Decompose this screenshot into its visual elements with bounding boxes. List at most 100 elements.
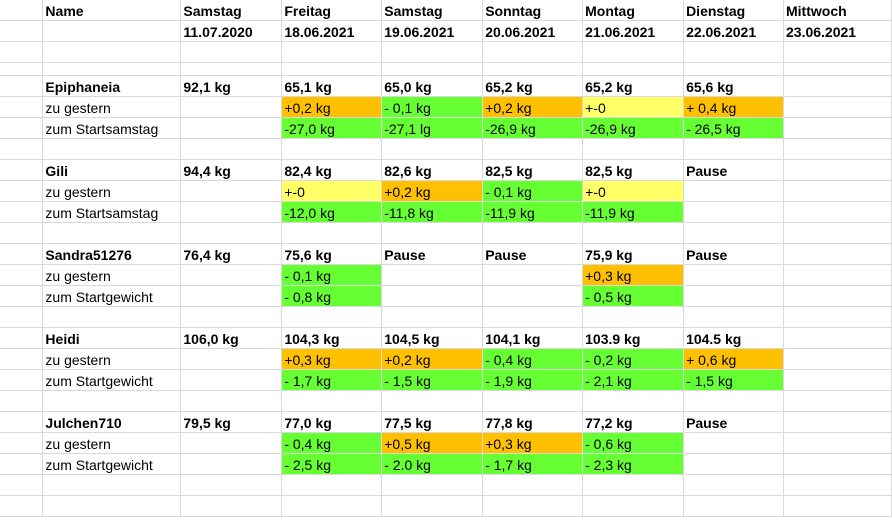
empty-cell[interactable] [180,138,283,160]
empty-cell[interactable] [0,453,44,475]
weight-cell[interactable] [783,411,892,433]
delta-cell[interactable] [783,432,892,454]
header-name[interactable]: Name [42,0,182,21]
delta-label[interactable]: zu gestern [42,432,182,454]
delta-cell[interactable]: +0,3 kg [582,264,685,286]
delta-label[interactable]: zum Startsamstag [42,117,182,139]
delta-cell[interactable]: - 0,1 kg [482,180,584,202]
delta-cell[interactable]: -11,8 kg [381,201,484,223]
empty-cell[interactable] [482,222,584,244]
delta-cell[interactable] [180,453,283,475]
header-day[interactable]: Mittwoch [783,0,892,21]
delta-cell[interactable]: +0,2 kg [381,348,484,370]
empty-cell[interactable] [180,222,283,244]
header-date[interactable]: 21.06.2021 [582,20,685,42]
delta-cell[interactable] [783,96,892,118]
empty-cell[interactable] [0,20,44,42]
delta-cell[interactable]: + 0,6 kg [683,348,784,370]
person-name[interactable]: Sandra51276 [42,243,182,265]
delta-cell[interactable]: +0,2 kg [281,96,383,118]
delta-cell[interactable] [683,285,784,307]
weight-cell[interactable] [783,75,892,97]
weight-cell[interactable] [783,243,892,265]
weight-cell[interactable]: 104,5 kg [381,327,484,349]
delta-cell[interactable]: -26,9 kg [482,117,584,139]
empty-cell[interactable] [482,495,584,517]
empty-cell[interactable] [381,306,484,328]
empty-cell[interactable] [683,222,784,244]
weight-cell[interactable]: 65,1 kg [281,75,383,97]
delta-cell[interactable] [783,180,892,202]
empty-cell[interactable] [0,41,44,63]
empty-cell[interactable] [582,138,685,160]
delta-cell[interactable]: - 1,7 kg [281,369,383,391]
delta-cell[interactable]: +0,3 kg [482,432,584,454]
empty-cell[interactable] [582,390,685,412]
delta-cell[interactable]: - 0,5 kg [582,285,685,307]
empty-cell[interactable] [683,138,784,160]
delta-cell[interactable]: - 2.0 kg [381,453,484,475]
delta-cell[interactable] [180,264,283,286]
header-day[interactable]: Sonntag [482,0,584,21]
weight-cell[interactable] [783,327,892,349]
empty-cell[interactable] [482,306,584,328]
empty-cell[interactable] [0,411,44,433]
weight-cell[interactable]: 77,2 kg [582,411,685,433]
empty-cell[interactable] [0,0,44,21]
delta-cell[interactable]: - 0,8 kg [281,285,383,307]
weight-cell[interactable]: 82,6 kg [381,159,484,181]
delta-cell[interactable] [783,453,892,475]
weight-cell[interactable]: 77,0 kg [281,411,383,433]
delta-label[interactable]: zum Startgewicht [42,369,182,391]
weight-cell[interactable]: Pause [683,243,784,265]
weight-cell[interactable]: Pause [683,411,784,433]
empty-cell[interactable] [582,222,685,244]
weight-cell[interactable]: 82,5 kg [582,159,685,181]
empty-cell[interactable] [180,41,283,63]
header-day[interactable]: Freitag [281,0,383,21]
empty-cell[interactable] [783,390,892,412]
empty-cell[interactable] [42,306,182,328]
delta-cell[interactable] [783,369,892,391]
empty-cell[interactable] [482,62,584,76]
weight-cell[interactable]: Pause [482,243,584,265]
delta-cell[interactable]: - 1,9 kg [482,369,584,391]
empty-cell[interactable] [783,306,892,328]
delta-cell[interactable]: - 0,4 kg [482,348,584,370]
delta-cell[interactable] [381,264,484,286]
empty-cell[interactable] [683,306,784,328]
empty-cell[interactable] [582,474,685,496]
header-date[interactable]: 23.06.2021 [783,20,892,42]
delta-label[interactable]: zu gestern [42,180,182,202]
header-day[interactable]: Samstag [381,0,484,21]
empty-cell[interactable] [180,474,283,496]
empty-cell[interactable] [381,62,484,76]
empty-cell[interactable] [683,62,784,76]
weight-cell[interactable]: 77,5 kg [381,411,484,433]
delta-cell[interactable] [482,264,584,286]
empty-cell[interactable] [482,474,584,496]
delta-cell[interactable]: - 1,5 kg [381,369,484,391]
header-day[interactable]: Dienstag [683,0,784,21]
delta-cell[interactable]: - 2,1 kg [582,369,685,391]
empty-cell[interactable] [0,264,44,286]
weight-cell[interactable]: 104,1 kg [482,327,584,349]
person-name[interactable]: Epiphaneia [42,75,182,97]
delta-cell[interactable] [180,117,283,139]
delta-cell[interactable] [783,201,892,223]
delta-cell[interactable] [180,285,283,307]
delta-cell[interactable]: +0,5 kg [381,432,484,454]
delta-cell[interactable] [683,180,784,202]
empty-cell[interactable] [783,62,892,76]
weight-cell[interactable]: 82,4 kg [281,159,383,181]
delta-cell[interactable]: +0,2 kg [482,96,584,118]
weight-cell[interactable]: 106,0 kg [180,327,283,349]
delta-cell[interactable] [683,201,784,223]
empty-cell[interactable] [0,159,44,181]
empty-cell[interactable] [482,390,584,412]
empty-cell[interactable] [0,117,44,139]
empty-cell[interactable] [783,222,892,244]
empty-cell[interactable] [582,41,685,63]
empty-cell[interactable] [783,474,892,496]
empty-cell[interactable] [42,495,182,517]
